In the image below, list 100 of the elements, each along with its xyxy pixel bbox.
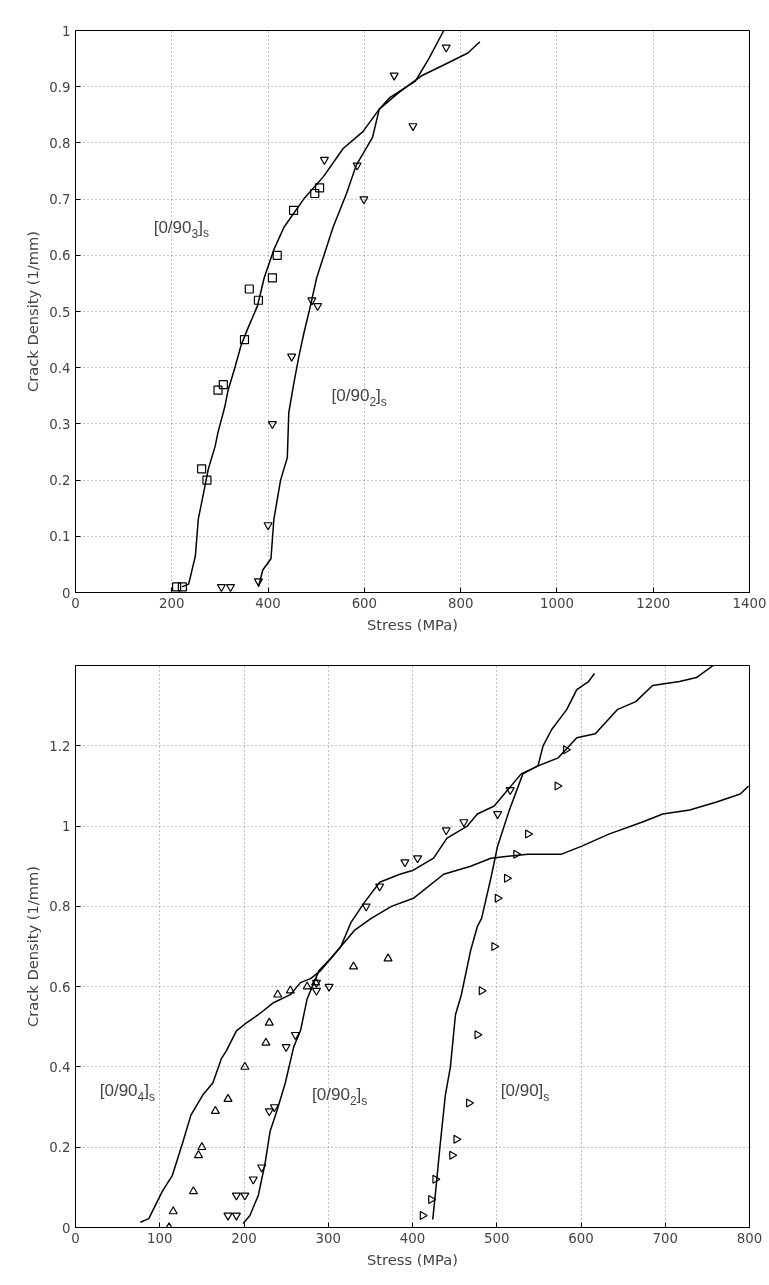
point: [314, 183, 325, 193]
x-tick-label: 200: [231, 1230, 257, 1246]
point: [248, 1176, 258, 1185]
y-axis-title: Crack Density (1/mm): [24, 230, 42, 393]
x-tick-label: 1000: [539, 595, 574, 611]
point: [210, 1105, 220, 1114]
point: [432, 1174, 441, 1184]
point: [223, 1212, 233, 1221]
point: [375, 883, 385, 892]
point: [188, 1186, 199, 1195]
point: [281, 1043, 291, 1053]
point: [267, 420, 277, 430]
y-tick-label: 1: [62, 23, 71, 39]
x-tick-label: 600: [568, 1230, 594, 1246]
point: [197, 1142, 207, 1151]
point: [239, 335, 250, 345]
point: [218, 379, 228, 390]
point: [474, 1030, 483, 1040]
point: [491, 941, 500, 952]
y-tick-label: 0.6: [49, 979, 71, 995]
point: [261, 1037, 271, 1046]
point: [513, 849, 522, 859]
point: [253, 295, 264, 305]
x-tick-label: 100: [147, 1230, 173, 1246]
point: [193, 1150, 204, 1159]
point: [257, 1164, 267, 1173]
x-axis-title: Stress (MPa): [367, 1250, 458, 1268]
point: [562, 745, 572, 755]
point: [359, 196, 369, 205]
point: [412, 855, 423, 864]
point: [389, 72, 399, 81]
y-tick-label: 1: [62, 819, 71, 835]
y-tick-label: 0.7: [49, 192, 71, 208]
x-tick-label: 800: [736, 1230, 763, 1246]
point: [505, 787, 515, 796]
point: [197, 464, 207, 474]
point: [525, 829, 534, 839]
y-tick-label: 0.4: [49, 1059, 71, 1075]
point: [213, 385, 223, 395]
point: [264, 1108, 274, 1117]
point: [240, 1192, 250, 1201]
x-tick-label: 800: [447, 595, 474, 611]
point: [285, 985, 295, 994]
x-tick-label: 200: [159, 595, 185, 611]
x-tick-label: 300: [315, 1230, 341, 1246]
y-axis-title: Crack Density (1/mm): [24, 865, 42, 1028]
y-tick-label: 0.8: [49, 135, 71, 151]
point: [441, 827, 451, 836]
point: [441, 44, 451, 53]
y-tick-label: 0.3: [49, 416, 71, 432]
point: [311, 987, 322, 996]
y-tick-label: 0.5: [49, 304, 71, 320]
point: [352, 162, 362, 171]
x-tick-label: 500: [484, 1230, 510, 1246]
y-tick-label: 0.2: [49, 1140, 71, 1156]
x-axis-title: Stress (MPa): [367, 615, 458, 633]
x-tick-label: 1200: [636, 595, 671, 611]
y-tick-label: 0.8: [49, 899, 71, 915]
point: [428, 1194, 437, 1204]
x-tick-label: 600: [351, 595, 378, 611]
point: [449, 1150, 458, 1160]
point: [459, 819, 469, 828]
x-tick-label: 400: [255, 595, 281, 611]
point: [244, 284, 254, 294]
point: [231, 1212, 242, 1221]
point: [264, 1017, 274, 1026]
point: [310, 188, 320, 199]
point: [324, 983, 334, 992]
point: [269, 1104, 279, 1113]
point: [307, 297, 317, 306]
y-tick-label: 0: [62, 585, 71, 601]
point: [383, 953, 393, 962]
point: [361, 903, 371, 912]
point: [290, 1031, 300, 1041]
point: [202, 475, 212, 485]
point: [494, 893, 503, 903]
point: [267, 273, 277, 283]
point: [554, 781, 563, 791]
point: [172, 582, 182, 592]
point: [319, 156, 329, 165]
point: [466, 1098, 475, 1108]
point: [177, 582, 187, 592]
point: [253, 578, 264, 587]
point: [225, 583, 236, 593]
y-tick-label: 0: [62, 1220, 71, 1236]
x-tick-label: 1400: [732, 595, 767, 611]
point: [492, 811, 503, 820]
point: [223, 1093, 233, 1102]
point: [453, 1134, 462, 1144]
point: [272, 250, 282, 260]
point: [408, 123, 418, 132]
point: [288, 205, 299, 215]
x-tick-label: 400: [399, 1230, 426, 1246]
point: [168, 1206, 178, 1215]
point: [273, 989, 283, 998]
point: [216, 583, 226, 593]
point: [263, 522, 273, 531]
point: [231, 1192, 242, 1201]
point: [478, 986, 487, 996]
point: [348, 961, 359, 970]
